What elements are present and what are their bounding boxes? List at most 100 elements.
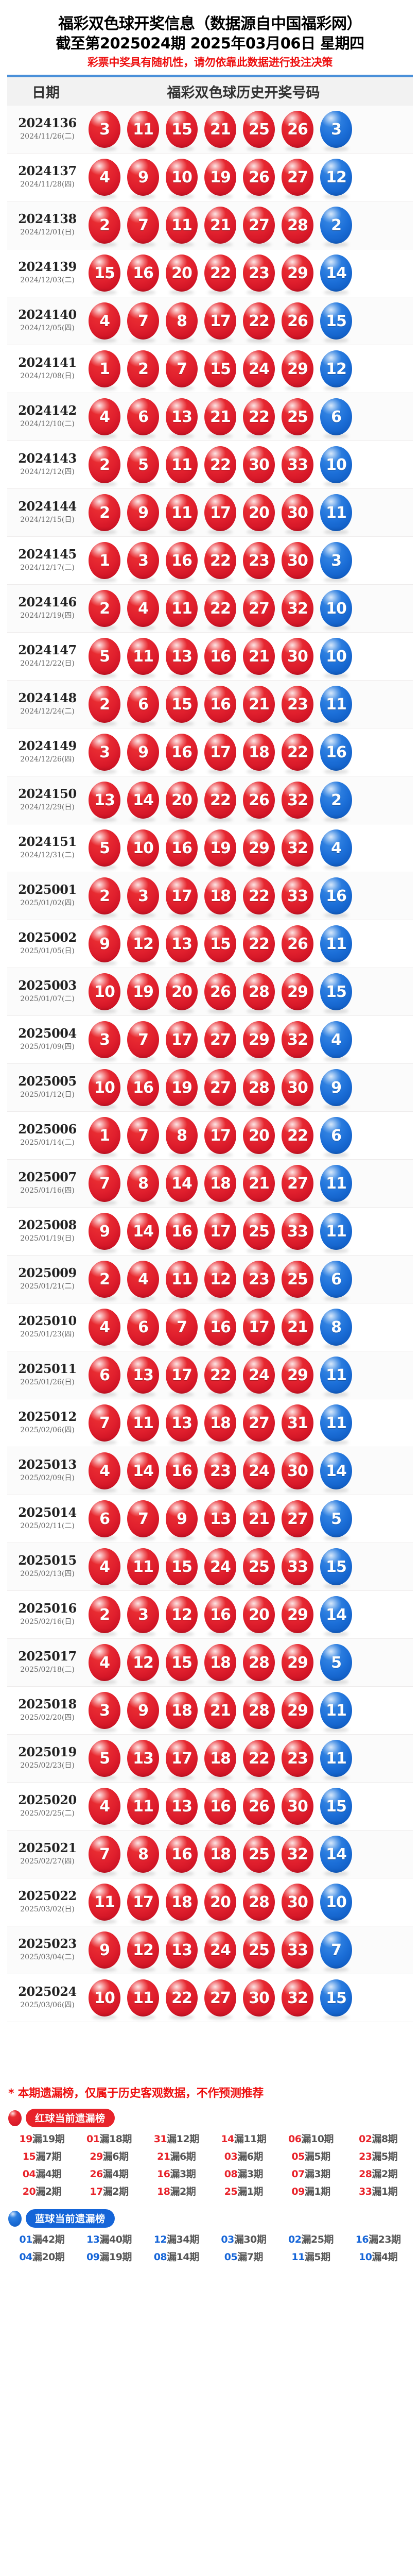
table-row[interactable]: 2025005 2025/01/12(日) 10 16 19 27 28 30 9 xyxy=(7,1064,413,1112)
draw-date: 2025/01/14(二) xyxy=(20,1138,75,1147)
table-row[interactable]: 2025024 2025/03/06(四) 10 11 22 27 30 32 15 xyxy=(7,1974,413,2022)
red-ball: 27 xyxy=(243,207,275,244)
red-ball: 31 xyxy=(282,1404,313,1442)
miss-entry: 28漏2期 xyxy=(344,2166,412,2180)
red-ball: 15 xyxy=(204,925,236,962)
ball-number: 13 xyxy=(94,791,115,809)
miss-number: 29 xyxy=(90,2151,103,2162)
red-ball: 18 xyxy=(204,1644,236,1681)
red-ball: 19 xyxy=(127,973,159,1010)
table-row[interactable]: 2024141 2024/12/08(日) 1 2 7 15 24 29 12 xyxy=(7,345,413,393)
table-row[interactable]: 2024146 2024/12/19(四) 2 4 11 22 27 32 10 xyxy=(7,585,413,633)
table-row[interactable]: 2025015 2025/02/13(四) 4 11 15 24 25 33 15 xyxy=(7,1543,413,1591)
red-ball: 3 xyxy=(127,1596,159,1633)
ball-number: 4 xyxy=(99,1318,110,1336)
table-row[interactable]: 2024147 2024/12/22(日) 5 11 13 16 21 30 10 xyxy=(7,633,413,681)
miss-count-label: 漏6期 xyxy=(102,2151,129,2162)
draw-date-cell: 2024144 2024/12/15(日) xyxy=(7,499,84,525)
ball-number: 22 xyxy=(287,743,308,761)
red-ball: 7 xyxy=(127,1500,159,1537)
ball-number: 16 xyxy=(326,887,347,905)
table-row[interactable]: 2025007 2025/01/16(四) 7 8 14 18 21 27 11 xyxy=(7,1160,413,1208)
table-row[interactable]: 2025006 2025/01/14(二) 1 7 8 17 20 22 6 xyxy=(7,1112,413,1160)
table-row[interactable]: 2025011 2025/01/26(日) 6 13 17 22 24 29 11 xyxy=(7,1351,413,1399)
ball-number: 18 xyxy=(210,1653,231,1672)
miss-entry: 01漏18期 xyxy=(76,2131,143,2145)
table-row[interactable]: 2025017 2025/02/18(二) 4 12 15 18 28 29 5 xyxy=(7,1639,413,1687)
ball-number: 3 xyxy=(99,120,110,139)
miss-entry: 04漏4期 xyxy=(8,2166,76,2180)
red-ball: 7 xyxy=(166,350,198,387)
ball-number: 13 xyxy=(133,1366,154,1384)
table-row[interactable]: 2025020 2025/02/25(二) 4 11 13 16 26 30 15 xyxy=(7,1783,413,1831)
ball-number: 13 xyxy=(133,1749,154,1768)
table-row[interactable]: 2025013 2025/02/09(日) 4 14 16 23 24 30 14 xyxy=(7,1447,413,1495)
draw-date: 2025/01/05(日) xyxy=(20,946,75,955)
table-row[interactable]: 2025004 2025/01/09(四) 3 7 17 27 29 32 4 xyxy=(7,1016,413,1064)
ball-number: 27 xyxy=(287,168,308,187)
miss-count-label: 漏2期 xyxy=(170,2186,196,2197)
table-row[interactable]: 2025022 2025/03/02(日) 11 17 18 20 28 30 10 xyxy=(7,1878,413,1926)
red-ball: 26 xyxy=(243,159,275,196)
table-row[interactable]: 2024144 2024/12/15(日) 2 9 11 17 20 30 11 xyxy=(7,489,413,537)
table-row[interactable]: 2024140 2024/12/05(四) 4 7 8 17 22 26 15 xyxy=(7,297,413,345)
ball-number: 18 xyxy=(171,1701,192,1720)
table-row[interactable]: 2024148 2024/12/24(二) 2 6 15 16 21 23 11 xyxy=(7,681,413,728)
ball-number: 11 xyxy=(171,599,192,618)
ball-number: 14 xyxy=(326,1845,347,1863)
ball-number: 27 xyxy=(210,1030,231,1049)
draw-numbers-cell: 7 8 14 18 21 27 11 xyxy=(84,1165,413,1202)
table-row[interactable]: 2024136 2024/11/26(二) 3 11 15 21 25 26 3 xyxy=(7,106,413,154)
table-row[interactable]: 2024150 2024/12/29(日) 13 14 20 22 26 32 2 xyxy=(7,776,413,824)
table-row[interactable]: 2024145 2024/12/17(二) 1 3 16 22 23 30 3 xyxy=(7,537,413,585)
issue-number: 2025008 xyxy=(18,1217,77,1233)
table-row[interactable]: 2025012 2025/02/06(四) 7 11 13 18 27 31 11 xyxy=(7,1399,413,1447)
table-row[interactable]: 2024143 2024/12/12(四) 2 5 11 22 30 33 10 xyxy=(7,441,413,489)
table-row[interactable]: 2025023 2025/03/04(二) 9 12 13 24 25 33 7 xyxy=(7,1926,413,1974)
red-ball: 30 xyxy=(282,1788,313,1825)
red-ball: 26 xyxy=(282,111,313,148)
miss-entry: 12漏34期 xyxy=(143,2232,210,2246)
draw-date: 2025/01/21(二) xyxy=(20,1282,75,1291)
issue-number: 2025001 xyxy=(18,882,77,897)
ball-number: 2 xyxy=(331,216,342,234)
ball-number: 20 xyxy=(171,982,192,1001)
table-row[interactable]: 2025021 2025/02/27(四) 7 8 16 18 25 32 14 xyxy=(7,1831,413,1878)
table-row[interactable]: 2025014 2025/02/11(二) 6 7 9 13 21 27 5 xyxy=(7,1495,413,1543)
table-row[interactable]: 2025009 2025/01/21(二) 2 4 11 12 23 25 6 xyxy=(7,1256,413,1303)
table-row[interactable]: 2024137 2024/11/28(四) 4 9 10 19 26 27 12 xyxy=(7,154,413,201)
draw-date: 2025/02/23(日) xyxy=(20,1761,75,1770)
table-row[interactable]: 2025001 2025/01/02(四) 2 3 17 18 22 33 16 xyxy=(7,872,413,920)
ball-number: 17 xyxy=(210,1222,231,1241)
table-row[interactable]: 2025008 2025/01/19(日) 9 14 16 17 25 33 11 xyxy=(7,1208,413,1256)
draw-numbers-cell: 2 4 11 12 23 25 6 xyxy=(84,1261,413,1298)
blue-miss-label: 蓝球当前遗漏榜 xyxy=(26,2209,115,2228)
ball-number: 29 xyxy=(287,982,308,1001)
table-row[interactable]: 2024138 2024/12/01(日) 2 7 11 21 27 28 2 xyxy=(7,201,413,249)
red-ball: 27 xyxy=(243,590,275,627)
table-row[interactable]: 2025019 2025/02/23(日) 5 13 17 18 22 23 11 xyxy=(7,1735,413,1783)
table-row[interactable]: 2025002 2025/01/05(日) 9 12 13 15 22 26 11 xyxy=(7,920,413,968)
ball-number: 4 xyxy=(99,312,110,330)
ball-number: 32 xyxy=(287,791,308,809)
ball-number: 22 xyxy=(249,408,270,426)
red-ball: 13 xyxy=(89,782,120,819)
red-ball: 32 xyxy=(282,829,313,867)
table-row[interactable]: 2025016 2025/02/16(日) 2 3 12 16 20 29 14 xyxy=(7,1591,413,1639)
table-row[interactable]: 2024151 2024/12/31(二) 5 10 16 19 29 32 4 xyxy=(7,824,413,872)
ball-number: 13 xyxy=(171,1941,192,1959)
ball-number: 10 xyxy=(326,599,347,618)
draw-date-cell: 2024140 2024/12/05(四) xyxy=(7,308,84,333)
table-row[interactable]: 2024142 2024/12/10(二) 4 6 13 21 22 25 6 xyxy=(7,393,413,441)
draw-date: 2025/02/06(四) xyxy=(20,1426,75,1434)
ball-number: 26 xyxy=(249,168,270,187)
table-row[interactable]: 2025018 2025/02/20(四) 3 9 18 21 28 29 11 xyxy=(7,1687,413,1735)
miss-number: 05 xyxy=(291,2151,305,2162)
red-ball: 14 xyxy=(127,1213,159,1250)
table-row[interactable]: 2025003 2025/01/07(二) 10 19 20 26 28 29 15 xyxy=(7,968,413,1016)
table-row[interactable]: 2024149 2024/12/26(四) 3 9 16 17 18 22 16 xyxy=(7,728,413,776)
table-row[interactable]: 2025010 2025/01/23(四) 4 6 7 16 17 21 8 xyxy=(7,1303,413,1351)
miss-count-label: 漏3期 xyxy=(170,2168,196,2180)
draw-date: 2025/03/02(日) xyxy=(20,1905,75,1913)
table-row[interactable]: 2024139 2024/12/03(二) 15 16 20 22 23 29 14 xyxy=(7,249,413,297)
